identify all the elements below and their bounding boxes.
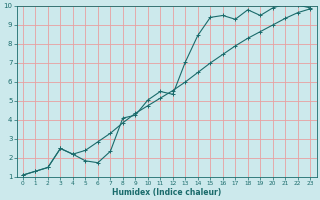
X-axis label: Humidex (Indice chaleur): Humidex (Indice chaleur) bbox=[112, 188, 221, 197]
